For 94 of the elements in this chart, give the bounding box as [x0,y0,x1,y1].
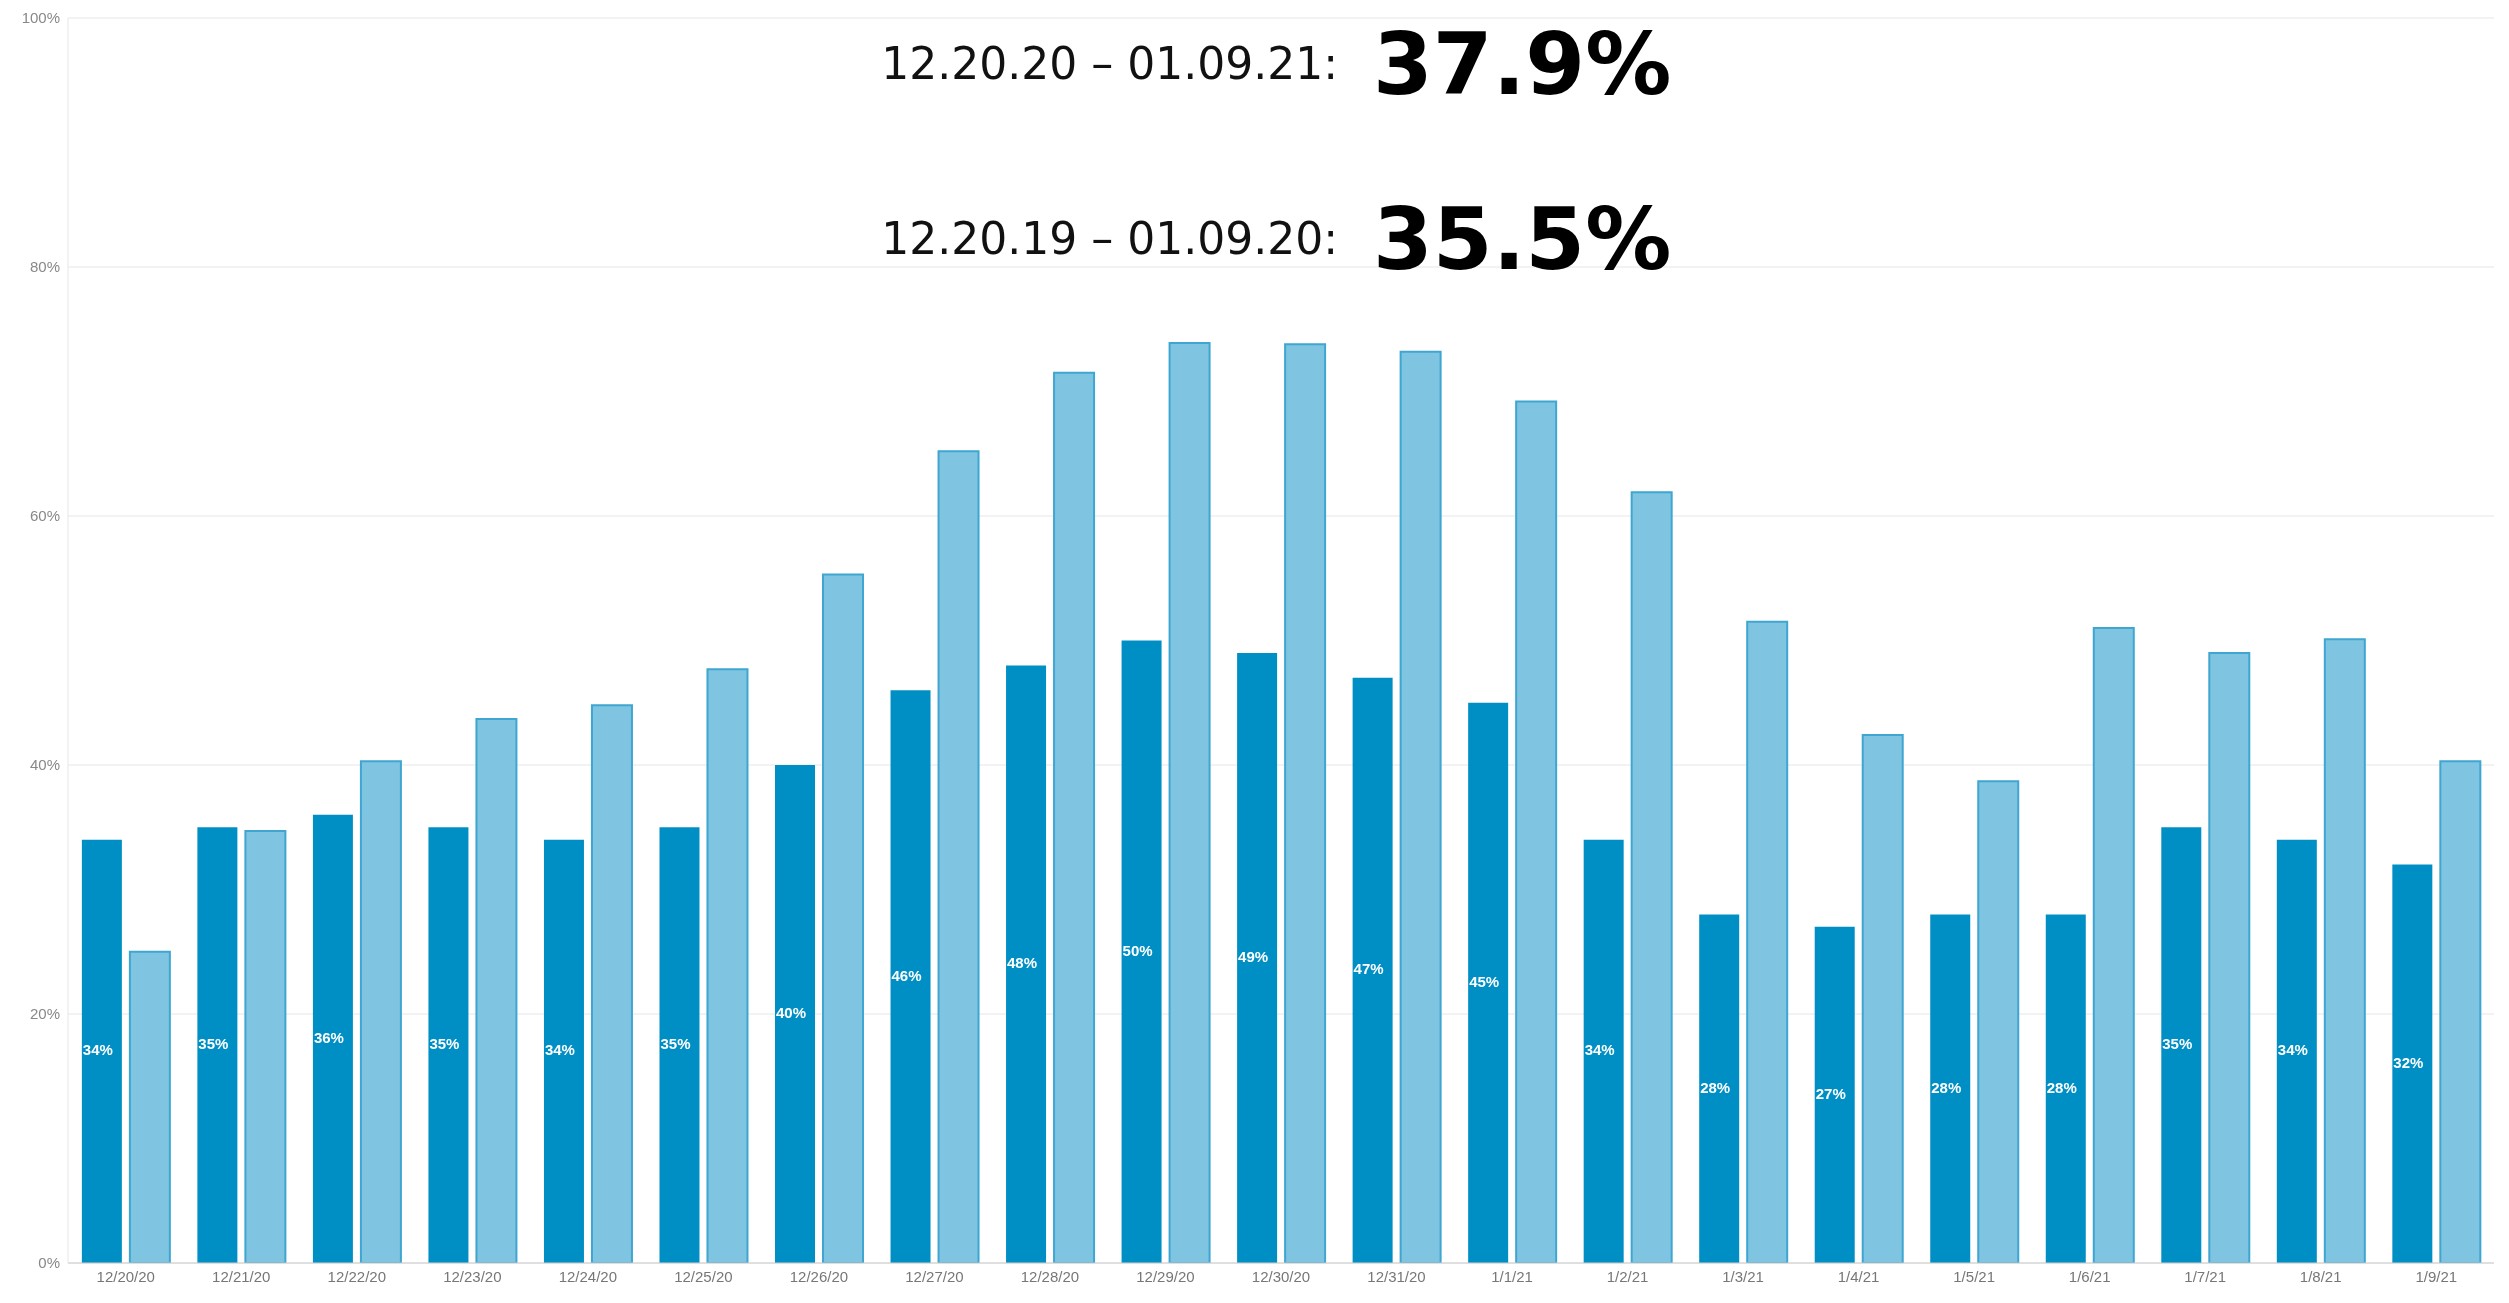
data-label: 35% [2162,1035,2193,1053]
x-tick-label: 12/24/20 [558,1267,618,1285]
bar [706,668,749,1263]
bar [543,839,584,1263]
x-tick-label: 1/2/21 [1606,1267,1649,1285]
bar [428,827,469,1263]
bar [475,717,518,1263]
bar [312,814,353,1263]
data-label: 35% [660,1035,691,1053]
x-tick-label: 1/7/21 [2184,1267,2227,1285]
bar [1121,640,1162,1263]
x-tick-label: 1/1/21 [1491,1267,1533,1285]
annotation: 35.5% [1373,188,1672,289]
x-tick-label: 12/23/20 [443,1267,502,1285]
data-label: 28% [2046,1078,2077,1096]
x-tick-label: 12/30/20 [1251,1267,1311,1285]
y-tick-label: 0% [38,1254,60,1272]
bar [81,839,122,1263]
data-label: 28% [1931,1078,1962,1096]
data-label: 34% [544,1041,575,1059]
x-tick-label: 1/4/21 [1837,1267,1880,1285]
bar [890,690,931,1263]
bar [1168,341,1211,1263]
x-tick-label: 1/5/21 [1953,1267,1995,1285]
x-tick-label: 12/22/20 [327,1267,386,1285]
bar [1399,350,1442,1263]
data-label: 35% [198,1035,229,1053]
data-label: 34% [1584,1041,1615,1059]
data-label: 48% [1007,954,1038,972]
x-tick-label: 1/6/21 [2068,1267,2111,1285]
x-tick-label: 12/21/20 [212,1267,271,1285]
data-label: 35% [429,1035,460,1053]
data-label: 46% [891,966,922,984]
bar [590,704,633,1263]
data-label: 28% [1700,1078,1731,1096]
bar [2161,827,2202,1263]
bar [822,573,865,1263]
bar [1630,491,1673,1263]
bar [937,450,980,1263]
bar [2323,638,2366,1263]
data-label: 27% [1815,1084,1846,1102]
x-tick-label: 12/26/20 [789,1267,849,1285]
bar [2208,651,2251,1263]
y-tick-label: 40% [29,756,60,774]
x-tick-label: 12/20/20 [96,1267,155,1285]
bar [197,827,238,1263]
x-tick-label: 12/31/20 [1367,1267,1426,1285]
x-tick-label: 12/28/20 [1020,1267,1080,1285]
bar [1814,926,1855,1263]
y-tick-label: 20% [29,1005,60,1023]
annotation: 37.9% [1373,13,1672,114]
y-tick-label: 60% [29,507,60,525]
x-tick-label: 12/29/20 [1136,1267,1195,1285]
bar [1746,620,1789,1263]
bar [1699,914,1740,1263]
data-label: 34% [2277,1041,2308,1059]
data-label: 34% [82,1041,113,1059]
data-label: 32% [2393,1053,2424,1071]
bar [359,760,402,1263]
x-tick-label: 1/3/21 [1722,1267,1764,1285]
bar [128,950,171,1263]
bar [2092,627,2135,1263]
bar [2276,839,2317,1263]
annotation: 12.20.20 – 01.09.21: [881,38,1338,89]
bar [1468,702,1509,1263]
bar [1006,665,1047,1263]
bar [659,827,700,1263]
bar [775,765,816,1263]
x-tick-label: 1/8/21 [2299,1267,2342,1285]
y-tick-label: 80% [29,258,60,276]
x-tick-label: 1/9/21 [2415,1267,2458,1285]
data-label: 50% [1122,941,1153,959]
x-tick-label: 12/25/20 [674,1267,733,1285]
bar [1352,677,1393,1263]
x-tick-label: 12/27/20 [905,1267,964,1285]
bar [2045,914,2086,1263]
bar [244,829,287,1263]
bar [1861,734,1904,1263]
bar [1977,780,2020,1263]
data-label: 36% [313,1028,344,1046]
bar [1237,652,1278,1263]
bar [2439,760,2482,1263]
bar [1930,914,1971,1263]
y-tick-label: 100% [21,9,60,27]
data-label: 40% [775,1003,807,1021]
bar [1284,343,1327,1263]
data-label: 47% [1353,960,1384,978]
bar [1515,400,1558,1263]
bar [2392,864,2433,1263]
bar [1053,371,1096,1263]
data-label: 45% [1469,972,1500,990]
bar [1583,839,1624,1263]
data-label: 49% [1238,947,1269,965]
annotation: 12.20.19 – 01.09.20: [881,213,1338,264]
